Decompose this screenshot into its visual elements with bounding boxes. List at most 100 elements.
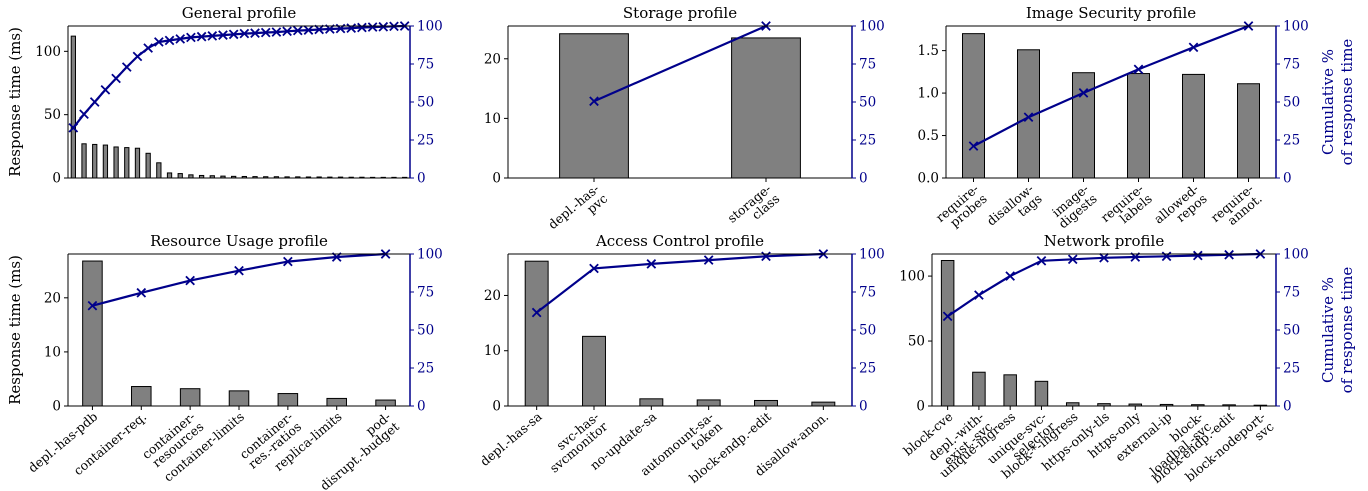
- cumulative-point: [68, 123, 79, 133]
- chart-title: Network profile: [1044, 232, 1165, 250]
- x-tick-label: disallow-tags: [984, 181, 1045, 239]
- y-axis-label: Response time (ms): [6, 255, 24, 405]
- cumulative-point: [132, 51, 143, 62]
- y-tick-label: 0: [52, 399, 61, 415]
- y2-axis-label: of response time: [1338, 267, 1356, 394]
- bar: [156, 162, 162, 179]
- cumulative-point: [1036, 256, 1047, 266]
- y2-axis-label: Cumulative %: [1319, 277, 1337, 383]
- cumulative-point: [164, 35, 175, 46]
- y2-tick-label: 25: [417, 361, 434, 377]
- chart-panel-4: Resource Usage profile010200255075100dep…: [25, 232, 443, 491]
- cumulative-point: [207, 31, 218, 41]
- x-tick-label: require-annot.: [1208, 181, 1265, 235]
- bar: [559, 33, 629, 179]
- bar: [940, 259, 955, 407]
- y2-tick-label: 0: [1283, 171, 1292, 187]
- cumulative-point: [367, 22, 378, 32]
- cumulative-point: [968, 141, 979, 151]
- y-tick-label: 0: [916, 399, 925, 415]
- y2-tick-label: 100: [417, 19, 443, 35]
- bar: [1003, 374, 1017, 407]
- cumulative-point: [1188, 42, 1199, 53]
- bar: [962, 33, 985, 179]
- y2-tick-label: 100: [1283, 247, 1309, 263]
- bar: [524, 260, 549, 407]
- cumulative-point: [154, 37, 164, 47]
- cumulative-point: [175, 34, 186, 44]
- cumulative-point: [100, 85, 111, 95]
- cumulative-point: [346, 23, 357, 33]
- y-tick-label: 100: [35, 44, 61, 60]
- y-tick-label: 20: [44, 290, 61, 306]
- cumulative-point: [196, 31, 207, 42]
- cumulative-point: [136, 287, 147, 298]
- y-tick-label: 10: [484, 343, 501, 359]
- y2-tick-label: 0: [417, 171, 426, 187]
- cumulative-point: [531, 307, 542, 318]
- cumulative-point: [1161, 251, 1172, 262]
- y2-tick-label: 0: [417, 399, 426, 415]
- y-tick-label: 50: [44, 107, 61, 123]
- y-tick-label: 0: [52, 171, 61, 187]
- cumulative-line: [72, 24, 405, 129]
- cumulative-point: [974, 290, 984, 300]
- y-tick-label: 0.0: [918, 171, 939, 187]
- y-tick-label: 1.5: [918, 43, 939, 59]
- cumulative-point: [1133, 64, 1144, 75]
- chart-title: Image Security profile: [1026, 4, 1196, 22]
- cumulative-point: [1078, 88, 1089, 98]
- chart-title: Resource Usage profile: [150, 232, 328, 250]
- y2-tick-label: 25: [417, 133, 434, 149]
- cumulative-point: [703, 255, 714, 265]
- y2-tick-label: 25: [1283, 361, 1300, 377]
- x-tick-label: allowed-repos: [1151, 181, 1210, 237]
- chart-panel-2: Storage profile010200255075100depl.-has-…: [484, 4, 885, 236]
- cumulative-point: [234, 265, 244, 276]
- cumulative-point: [646, 259, 657, 269]
- x-tick-label: image-digests: [1047, 181, 1100, 232]
- bar: [375, 399, 396, 407]
- cumulative-line: [536, 252, 824, 314]
- y2-axis-label: of response time: [1338, 39, 1356, 166]
- y2-tick-label: 25: [1283, 133, 1300, 149]
- cumulative-point: [1099, 252, 1109, 263]
- cumulative-point: [357, 22, 367, 33]
- bar: [124, 147, 130, 179]
- bar: [70, 35, 76, 179]
- cumulative-point: [589, 96, 599, 107]
- y2-tick-label: 50: [859, 323, 876, 339]
- cumulative-line: [946, 252, 1261, 318]
- chart-panel-6: Network profile0501000255075100block-cve…: [899, 232, 1309, 486]
- bar: [166, 172, 173, 179]
- cumulative-point: [121, 62, 132, 72]
- cumulative-point: [186, 32, 196, 43]
- cumulative-point: [292, 25, 303, 36]
- cumulative-point: [87, 300, 98, 311]
- bar: [1034, 380, 1049, 407]
- cumulative-point: [111, 73, 121, 84]
- bar: [82, 260, 103, 407]
- cumulative-point: [239, 28, 250, 39]
- bar: [696, 399, 721, 407]
- y2-tick-label: 50: [417, 95, 434, 111]
- bar: [179, 388, 201, 407]
- bar: [145, 152, 151, 179]
- chart-panel-5: Access Control profile 0 10 20 0 25 50 75 100 dep…: [477, 232, 885, 486]
- bar: [1127, 73, 1150, 179]
- y2-tick-label: 75: [859, 285, 876, 301]
- y2-tick-label: 75: [1283, 285, 1300, 301]
- bar: [177, 173, 183, 179]
- cumulative-point: [1023, 112, 1034, 123]
- y2-tick-label: 75: [417, 285, 434, 301]
- y2-tick-label: 0: [859, 171, 868, 187]
- cumulative-point: [1192, 250, 1203, 261]
- y2-tick-label: 50: [1283, 95, 1300, 111]
- bar: [811, 401, 836, 407]
- bar: [972, 371, 986, 407]
- cumulative-point: [185, 275, 195, 286]
- bar: [102, 144, 109, 179]
- chart-title: Access Control profile: [595, 232, 764, 250]
- x-tick-label: storage-class: [724, 181, 782, 236]
